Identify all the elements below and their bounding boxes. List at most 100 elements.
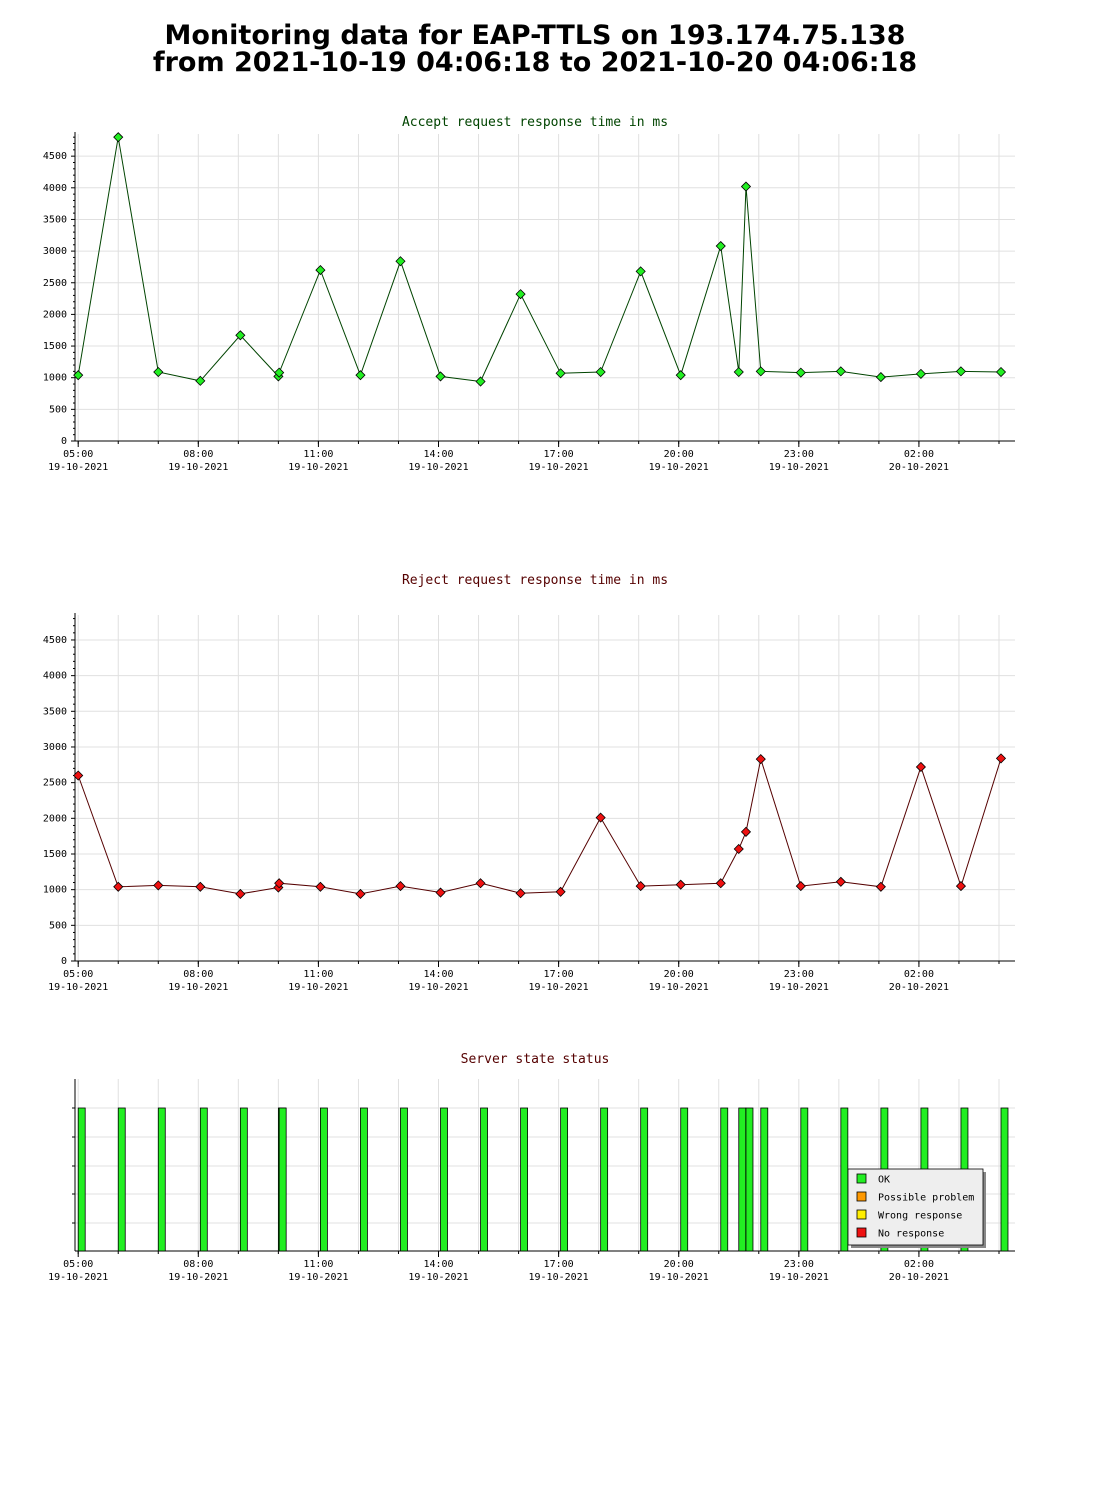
status-bar xyxy=(738,1107,747,1252)
reject-y-tick-label: 2500 xyxy=(43,778,67,789)
accept-y-tick-label: 1000 xyxy=(43,373,67,384)
accept-x-tick-label-date: 19-10-2021 xyxy=(48,462,108,473)
status-bar xyxy=(239,1107,248,1252)
status-bar xyxy=(278,1107,287,1252)
reject-data-point xyxy=(755,754,766,765)
status-x-tick-label-date: 19-10-2021 xyxy=(288,1272,348,1283)
reject-x-tick-label-date: 19-10-2021 xyxy=(408,982,468,993)
reject-data-point xyxy=(475,878,486,889)
accept-x-tick-label-time: 08:00 xyxy=(183,449,213,460)
status-bar xyxy=(320,1107,328,1252)
accept-data-point xyxy=(635,266,646,277)
reject-chart-title: Reject request response time in ms xyxy=(402,573,668,588)
status-x-tick-label-time: 02:00 xyxy=(904,1259,934,1270)
status-bar xyxy=(77,1107,86,1252)
reject-data-point xyxy=(73,770,84,781)
accept-data-point xyxy=(795,367,806,378)
accept-y-tick-label: 4000 xyxy=(43,183,67,194)
accept-data-point xyxy=(73,370,84,381)
accept-data-point xyxy=(915,368,926,379)
status-x-tick-label-date: 19-10-2021 xyxy=(408,1272,468,1283)
accept-y-tick-label: 4500 xyxy=(43,151,67,162)
status-bar xyxy=(680,1107,689,1252)
reject-y-tick-label: 4500 xyxy=(43,635,67,646)
reject-y-tick-label: 4000 xyxy=(43,671,67,682)
reject-x-tick-label-time: 17:00 xyxy=(544,969,574,980)
status-x-tick-label-time: 11:00 xyxy=(303,1259,333,1270)
accept-data-point xyxy=(113,132,124,143)
accept-data-point xyxy=(733,366,744,378)
accept-x-tick-label-time: 23:00 xyxy=(784,449,814,460)
reject-data-point xyxy=(355,888,366,900)
page-title-line-2: from 2021-10-19 04:06:18 to 2021-10-20 0… xyxy=(152,47,918,78)
legend-swatch-no-response xyxy=(856,1227,867,1238)
status-bar xyxy=(840,1107,849,1252)
status-x-tick-label-date: 19-10-2021 xyxy=(168,1272,228,1283)
reject-y-tick-label: 3500 xyxy=(43,706,67,717)
accept-data-point xyxy=(315,265,326,276)
legend-label-possible-problem: Possible problem xyxy=(878,1193,974,1204)
accept-chart: Accept request response time in ms 05:00… xyxy=(43,115,1015,473)
accept-x-tick-label-time: 11:00 xyxy=(303,449,333,460)
reject-data-point xyxy=(795,881,806,892)
status-x-tick-label-date: 19-10-2021 xyxy=(48,1272,108,1283)
legend-box xyxy=(847,1168,984,1246)
accept-data-point xyxy=(595,366,606,378)
accept-y-tick-label: 1500 xyxy=(43,341,67,352)
reject-data-point xyxy=(274,878,285,889)
legend-label-no-response: No response xyxy=(878,1229,944,1240)
reject-x-tick-label-date: 19-10-2021 xyxy=(168,982,228,993)
accept-series-line xyxy=(77,137,1002,383)
status-bar xyxy=(760,1107,769,1252)
reject-x-tick-label-date: 19-10-2021 xyxy=(529,982,589,993)
reject-data-point xyxy=(153,880,164,891)
reject-data-point xyxy=(915,761,926,773)
legend-swatch-possible-problem xyxy=(856,1191,867,1202)
accept-y-tick-label: 0 xyxy=(61,436,67,447)
accept-x-tick-label-date: 19-10-2021 xyxy=(168,462,228,473)
status-bar xyxy=(600,1107,609,1252)
status-bar xyxy=(480,1107,488,1252)
reject-data-point xyxy=(435,887,446,898)
reject-x-tick-label-time: 20:00 xyxy=(664,969,694,980)
status-x-tick-label-date: 19-10-2021 xyxy=(529,1272,589,1283)
status-x-tick-label-date: 20-10-2021 xyxy=(889,1272,949,1283)
status-bar xyxy=(800,1107,809,1252)
reject-x-tick-label-date: 20-10-2021 xyxy=(889,982,949,993)
accept-data-point xyxy=(995,366,1007,378)
accept-x-tick-label-time: 20:00 xyxy=(664,449,694,460)
status-x-tick-label-time: 23:00 xyxy=(784,1259,814,1270)
reject-x-tick-label-time: 08:00 xyxy=(183,969,213,980)
accept-data-point xyxy=(715,240,726,252)
accept-data-point xyxy=(355,370,366,381)
status-x-tick-label-time: 05:00 xyxy=(63,1259,93,1270)
accept-y-tick-label: 2000 xyxy=(43,309,67,320)
accept-data-point xyxy=(395,256,406,267)
reject-y-tick-label: 0 xyxy=(61,956,67,967)
accept-data-point xyxy=(555,368,566,379)
reject-data-point xyxy=(675,879,686,890)
accept-y-tick-label: 3500 xyxy=(43,214,67,225)
accept-x-tick-label-date: 19-10-2021 xyxy=(649,462,709,473)
reject-data-point xyxy=(995,753,1007,764)
status-bar xyxy=(520,1107,528,1252)
legend-swatch-wrong-response xyxy=(856,1209,867,1220)
reject-x-tick-label-date: 19-10-2021 xyxy=(48,982,108,993)
reject-data-point xyxy=(113,881,124,892)
accept-data-point xyxy=(475,376,486,387)
reject-data-point xyxy=(740,826,752,837)
reject-data-point xyxy=(715,878,726,889)
status-bar xyxy=(117,1107,126,1252)
reject-x-tick-label-date: 19-10-2021 xyxy=(769,982,829,993)
status-bar xyxy=(640,1107,649,1252)
status-bar xyxy=(400,1107,408,1252)
accept-data-point xyxy=(195,375,206,386)
reject-data-point xyxy=(733,843,744,855)
accept-data-point xyxy=(675,370,686,381)
page-title-line-1: Monitoring data for EAP-TTLS on 193.174.… xyxy=(164,20,906,51)
accept-x-tick-label-date: 19-10-2021 xyxy=(288,462,348,473)
reject-x-tick-label-time: 11:00 xyxy=(303,969,333,980)
accept-data-point xyxy=(435,371,446,382)
reject-data-point xyxy=(515,888,526,899)
reject-data-point xyxy=(395,881,406,892)
